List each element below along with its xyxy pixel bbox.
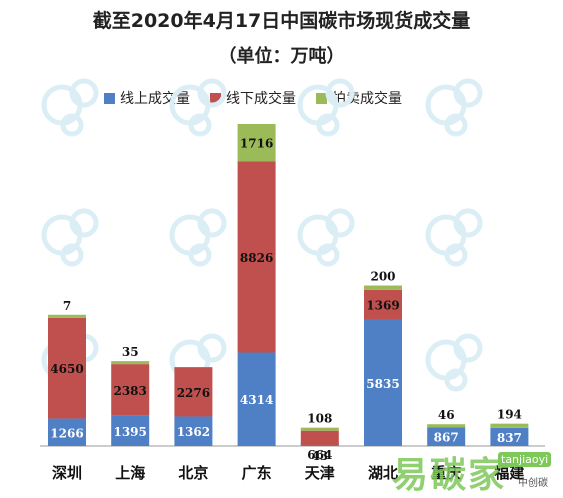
bar-online (48, 418, 86, 446)
data-label-auction: 1716 (240, 137, 273, 151)
data-label-online: 867 (434, 431, 459, 445)
data-label-auction: 194 (497, 408, 522, 422)
x-tick-label: 天津 (305, 464, 335, 482)
watermark-account-text: 中创碳 (518, 478, 548, 489)
x-tick-label: 广东 (242, 464, 272, 482)
bar-online (490, 427, 529, 446)
watermark-logo (41, 78, 99, 137)
data-label-offline: 1369 (366, 299, 399, 313)
bar-auction (427, 424, 466, 428)
watermark-logo (297, 208, 355, 267)
data-label-auction: 7 (63, 299, 71, 313)
bar-offline (364, 289, 402, 320)
bar-auction (237, 124, 276, 162)
bar-auction (300, 427, 339, 431)
watermark-logo (425, 333, 483, 392)
data-label-auction: 46 (438, 408, 455, 422)
bar-online (364, 319, 402, 446)
bar-auction (111, 361, 150, 365)
x-tick-label: 湖北 (368, 464, 398, 482)
x-tick-label: 福建 (493, 464, 525, 482)
chart-title: 截至2020年4月17日中国碳市场现货成交量 (92, 10, 471, 32)
data-label-offline: 4650 (50, 362, 83, 376)
data-label-online: 837 (497, 431, 522, 445)
watermark-logo (41, 208, 99, 267)
data-label-auction: 35 (122, 345, 139, 359)
legend-swatch-auction (316, 92, 327, 104)
watermark-site-text: 易碳家 (392, 455, 507, 496)
data-label-online: 1362 (177, 425, 210, 439)
x-tick-label: 重庆 (431, 464, 461, 482)
bar-online (174, 416, 213, 446)
data-label-offline: 2276 (177, 386, 210, 400)
legend-label-offline: 线下成交量 (226, 91, 296, 107)
bar-auction (48, 314, 86, 318)
data-label-online: 43 (311, 449, 328, 463)
watermark-logo (297, 78, 355, 137)
watermark-logo (169, 208, 227, 267)
legend-swatch-offline (210, 92, 221, 104)
bar-auction (490, 423, 529, 428)
data-label-offline: 2383 (113, 384, 146, 398)
bar-online (111, 415, 150, 446)
x-tick-label: 北京 (178, 464, 208, 482)
bar-offline (111, 364, 150, 416)
bar-auction (364, 285, 402, 290)
bar-offline (237, 161, 276, 353)
data-label-auction: 108 (307, 412, 332, 426)
bar-online (427, 427, 466, 446)
watermark-logo (169, 78, 227, 137)
chart-subtitle: （单位：万吨） (218, 46, 345, 67)
bar-offline (300, 430, 339, 446)
data-label-online: 1266 (50, 426, 83, 440)
bar-offline (174, 367, 213, 417)
data-label-online: 5835 (366, 377, 399, 391)
data-label-online: 4314 (240, 393, 273, 407)
bar-offline (48, 317, 86, 419)
data-label-auction: 200 (370, 270, 395, 284)
x-tick-label: 上海 (115, 464, 145, 482)
legend-swatch-online (104, 92, 115, 104)
watermark-logo (425, 78, 483, 137)
data-label-offline: 8826 (240, 251, 273, 265)
x-tick-label: 深圳 (52, 464, 82, 482)
bar-online (237, 352, 276, 446)
watermark-domain-text: tanjiaoyi (498, 452, 552, 467)
data-label-online: 1395 (113, 425, 146, 439)
watermark-logo (425, 208, 483, 267)
data-label-offline: 664 (307, 448, 332, 462)
legend-item-offline: 线下成交量 (210, 88, 296, 108)
